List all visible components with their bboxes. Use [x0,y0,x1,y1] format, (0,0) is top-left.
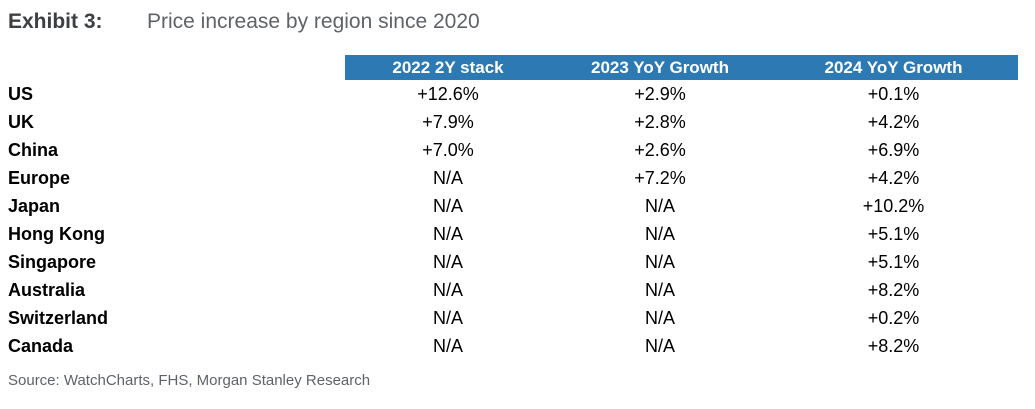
region-label-australia: Australia [8,280,86,300]
value-cell: +7.2% [634,168,686,188]
value-cell: N/A [432,224,463,244]
exhibit-title: Price increase by region since 2020 [147,10,480,33]
value-cell: +7.9% [422,112,474,132]
value-cell: N/A [432,168,463,188]
header-2023-yoy-growth: 2023 YoY Growth [551,55,769,80]
region-label-hong-kong: Hong Kong [8,224,105,244]
header-2022-2y-stack: 2022 2Y stack [345,55,551,80]
value-cell: +6.9% [867,140,920,160]
exhibit-label: Exhibit 3: [8,10,103,33]
value-cell: +10.2% [862,196,925,216]
region-label-japan: Japan [8,196,61,216]
value-cell: N/A [644,196,675,216]
region-label-uk: UK [8,112,34,132]
region-label-china: China [8,140,59,160]
value-cell: +2.8% [634,112,686,132]
value-cell: N/A [432,336,463,356]
region-label-switzerland: Switzerland [8,308,109,328]
value-cell: +4.2% [867,112,920,132]
value-cell: N/A [644,280,675,300]
value-cell: N/A [644,252,675,272]
value-cell: N/A [432,280,463,300]
region-label-singapore: Singapore [8,252,97,272]
value-cell: +2.9% [634,84,686,104]
value-cell: +12.6% [417,84,479,104]
value-cell: +7.0% [422,140,474,160]
value-cell: +0.1% [867,84,920,104]
value-cell: +5.1% [867,252,920,272]
header-region-spacer [8,55,345,80]
value-cell: +5.1% [867,224,920,244]
exhibit-header: Exhibit 3: Price increase by region sinc… [8,10,1018,36]
value-cell: N/A [432,308,463,328]
value-cell: +8.2% [867,336,920,356]
price-table: 2022 2Y stack 2023 YoY Growth 2024 YoY G… [8,55,1018,360]
value-cell: N/A [432,252,463,272]
region-label-canada: Canada [8,336,74,356]
value-cell: +4.2% [867,168,920,188]
region-label-europe: Europe [8,168,71,188]
source-note: Source: WatchCharts, FHS, Morgan Stanley… [8,372,371,389]
region-label-us: US [8,84,34,104]
value-cell: N/A [432,196,463,216]
header-2024-yoy-growth: 2024 YoY Growth [769,55,1018,80]
value-cell: +0.2% [867,308,920,328]
value-cell: +2.6% [634,140,686,160]
value-cell: N/A [644,308,675,328]
value-cell: N/A [644,224,675,244]
value-cell: +8.2% [867,280,920,300]
value-cell: N/A [644,336,675,356]
